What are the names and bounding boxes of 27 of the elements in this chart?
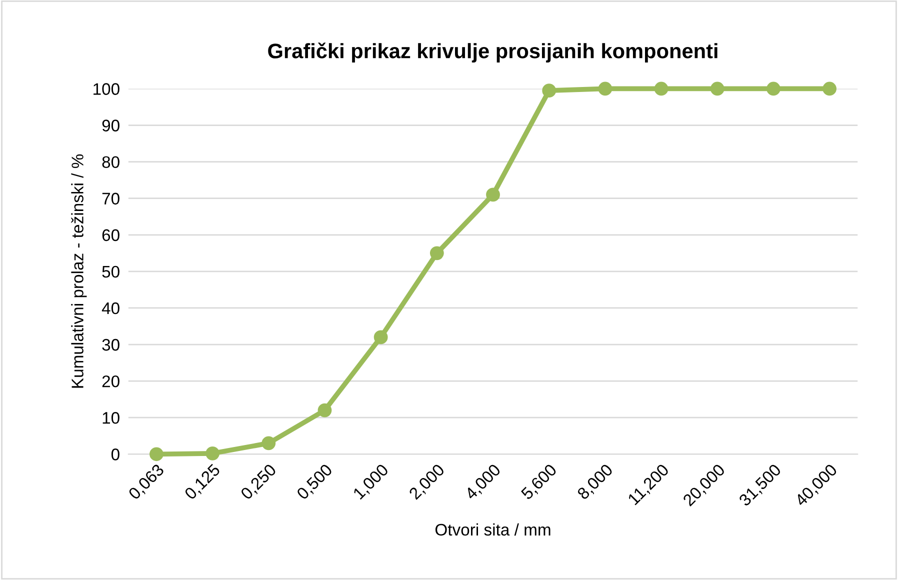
y-tick-label: 90 bbox=[102, 120, 120, 132]
point bbox=[374, 330, 388, 344]
point bbox=[150, 447, 164, 462]
point bbox=[710, 82, 724, 96]
point bbox=[430, 246, 444, 260]
point bbox=[486, 188, 500, 202]
point bbox=[542, 84, 556, 98]
chart-title: Grafički prikaz krivulje prosijanih komponenti bbox=[268, 42, 718, 63]
y-tick-label: 70 bbox=[102, 192, 120, 205]
point bbox=[822, 82, 836, 96]
point bbox=[654, 82, 668, 96]
y-axis-title: Kumulativni prolaz - težinski / % bbox=[71, 154, 87, 388]
y-tick-label: 10 bbox=[102, 412, 120, 424]
y-tick-label: 0 bbox=[111, 448, 120, 460]
y-tick-label: 100 bbox=[94, 83, 120, 95]
point bbox=[206, 446, 220, 460]
y-tick-label: 20 bbox=[102, 375, 120, 388]
point bbox=[598, 82, 612, 96]
y-tick-label: 50 bbox=[102, 266, 120, 278]
point bbox=[262, 436, 276, 450]
y-tick-label: 80 bbox=[102, 156, 120, 168]
point bbox=[766, 82, 780, 96]
y-tick-label: 30 bbox=[102, 338, 120, 351]
x-axis-title: Otvori sita / mm bbox=[435, 523, 550, 536]
y-tick-label: 60 bbox=[102, 229, 120, 242]
point bbox=[318, 403, 332, 418]
y-tick-label: 40 bbox=[102, 302, 120, 314]
